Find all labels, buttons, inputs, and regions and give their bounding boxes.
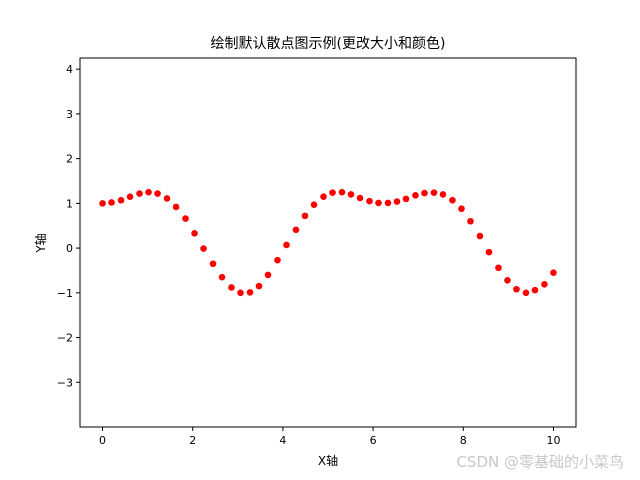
- data-point: [320, 193, 327, 200]
- data-point: [449, 196, 456, 204]
- data-point: [292, 226, 300, 234]
- data-point: [99, 200, 106, 207]
- data-point: [366, 197, 373, 205]
- data-point: [218, 273, 226, 281]
- data-point: [329, 189, 336, 196]
- data-point: [485, 248, 493, 256]
- data-point: [237, 289, 244, 297]
- data-point: [255, 282, 263, 290]
- y-tick-label: −1: [57, 287, 73, 300]
- data-point: [301, 212, 309, 220]
- y-tick-label: 4: [66, 63, 73, 76]
- data-point: [172, 203, 180, 211]
- data-point: [402, 195, 410, 203]
- data-points: [99, 188, 557, 297]
- data-point: [163, 195, 171, 202]
- data-point: [200, 245, 207, 252]
- data-point: [246, 289, 254, 296]
- data-point: [384, 199, 392, 207]
- data-point: [182, 215, 189, 222]
- data-point: [108, 199, 115, 206]
- data-point: [476, 232, 484, 240]
- x-tick-label: 8: [460, 434, 467, 447]
- data-point: [541, 281, 548, 288]
- plot-area: [79, 57, 577, 428]
- data-point: [522, 289, 530, 297]
- data-point: [393, 198, 401, 205]
- x-axis: 0 2 4 6 8 10: [99, 427, 560, 447]
- x-tick-label: 2: [189, 434, 196, 447]
- y-tick-label: 2: [66, 153, 73, 166]
- data-point: [421, 189, 428, 197]
- data-point: [504, 276, 511, 284]
- data-point: [347, 191, 355, 198]
- data-point: [191, 230, 198, 237]
- data-point: [439, 191, 447, 198]
- data-point: [145, 188, 152, 196]
- data-point: [283, 241, 290, 249]
- data-point: [338, 188, 346, 196]
- data-point: [136, 190, 143, 197]
- y-tick-label: 0: [66, 242, 73, 255]
- y-axis: −3 −2 −1 0 1 2 3 4: [57, 63, 80, 389]
- data-point: [513, 285, 520, 293]
- x-tick-label: 10: [546, 434, 560, 447]
- data-point: [264, 271, 272, 279]
- data-point: [550, 269, 557, 276]
- data-point: [467, 217, 474, 225]
- chart-title: 绘制默认散点图示例(更改大小和颜色): [211, 35, 446, 52]
- data-point: [126, 193, 134, 200]
- x-tick-label: 4: [279, 434, 286, 447]
- data-point: [310, 201, 318, 209]
- data-point: [458, 205, 465, 213]
- y-tick-label: −2: [57, 332, 73, 345]
- x-axis-label: X轴: [318, 453, 338, 468]
- x-tick-label: 0: [99, 434, 106, 447]
- data-point: [209, 260, 217, 268]
- y-tick-label: −3: [57, 376, 73, 389]
- y-axis-label: Y轴: [33, 233, 48, 253]
- data-point: [495, 264, 502, 272]
- data-point: [375, 199, 382, 207]
- data-point: [356, 194, 364, 202]
- data-point: [531, 286, 539, 294]
- watermark: CSDN @零基础的小菜鸟: [456, 453, 624, 471]
- y-tick-label: 3: [66, 108, 73, 121]
- data-point: [430, 189, 438, 196]
- data-point: [154, 190, 161, 197]
- data-point: [228, 284, 235, 291]
- x-tick-label: 6: [370, 434, 377, 447]
- data-point: [412, 192, 419, 199]
- data-point: [274, 256, 281, 264]
- data-point: [117, 196, 125, 204]
- y-tick-label: 1: [66, 197, 73, 210]
